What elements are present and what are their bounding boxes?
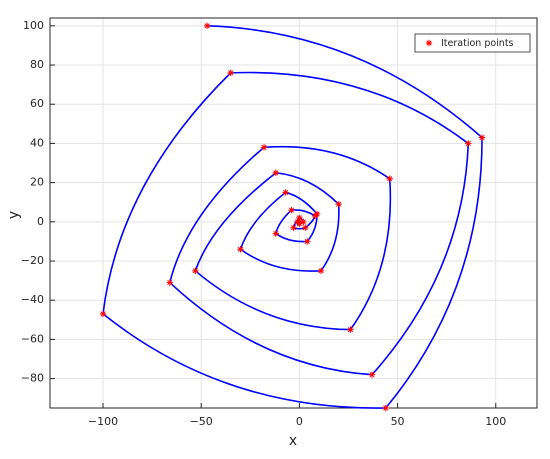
y-tick-label: 0 bbox=[37, 215, 44, 228]
y-tick-label: −80 bbox=[21, 372, 44, 385]
iteration-point bbox=[99, 310, 107, 318]
iteration-point bbox=[272, 230, 280, 237]
iteration-point bbox=[227, 69, 234, 77]
iteration-point bbox=[296, 214, 303, 222]
iteration-point bbox=[386, 175, 393, 182]
legend-marker bbox=[425, 39, 433, 47]
x-tick-label: 0 bbox=[296, 415, 303, 428]
iteration-point bbox=[465, 140, 472, 147]
iteration-point bbox=[347, 326, 354, 333]
iteration-point bbox=[302, 224, 309, 231]
legend-label: Iteration points bbox=[441, 38, 514, 49]
iteration-point bbox=[272, 169, 280, 177]
iteration-point bbox=[282, 189, 289, 196]
y-tick-label: 100 bbox=[23, 19, 44, 32]
x-tick-label: −100 bbox=[88, 415, 118, 428]
iteration-point bbox=[260, 144, 268, 151]
y-tick-label: 60 bbox=[30, 97, 44, 110]
y-tick-label: 20 bbox=[30, 176, 44, 189]
iteration-point bbox=[382, 404, 389, 412]
y-axis-label: y bbox=[6, 211, 22, 219]
iteration-point bbox=[288, 206, 295, 214]
y-tick-label: 40 bbox=[30, 136, 44, 149]
legend-box bbox=[414, 33, 531, 53]
iteration-point bbox=[296, 218, 303, 226]
y-tick-label: −20 bbox=[21, 254, 44, 267]
iteration-point bbox=[311, 212, 319, 220]
iteration-point bbox=[304, 238, 311, 245]
iteration-point bbox=[192, 267, 199, 275]
x-tick-label: 50 bbox=[391, 415, 405, 428]
x-tick-label: 100 bbox=[485, 415, 506, 428]
iteration-point bbox=[166, 279, 173, 286]
iteration-point bbox=[237, 246, 244, 253]
iteration-point bbox=[290, 224, 297, 231]
x-axis-label: x bbox=[289, 433, 297, 449]
iteration-point bbox=[300, 218, 307, 226]
plot-area bbox=[50, 18, 537, 408]
y-tick-label: −60 bbox=[21, 332, 44, 345]
x-tick-label: −50 bbox=[190, 415, 213, 428]
y-tick-label: −40 bbox=[21, 293, 44, 306]
iteration-point bbox=[335, 200, 342, 208]
iteration-point bbox=[203, 22, 211, 30]
iteration-line bbox=[102, 25, 483, 409]
axes-box bbox=[49, 17, 538, 409]
y-tick-label: 80 bbox=[30, 58, 44, 71]
iteration-point bbox=[478, 134, 486, 141]
iteration-point bbox=[368, 371, 376, 378]
iteration-point bbox=[317, 267, 325, 275]
